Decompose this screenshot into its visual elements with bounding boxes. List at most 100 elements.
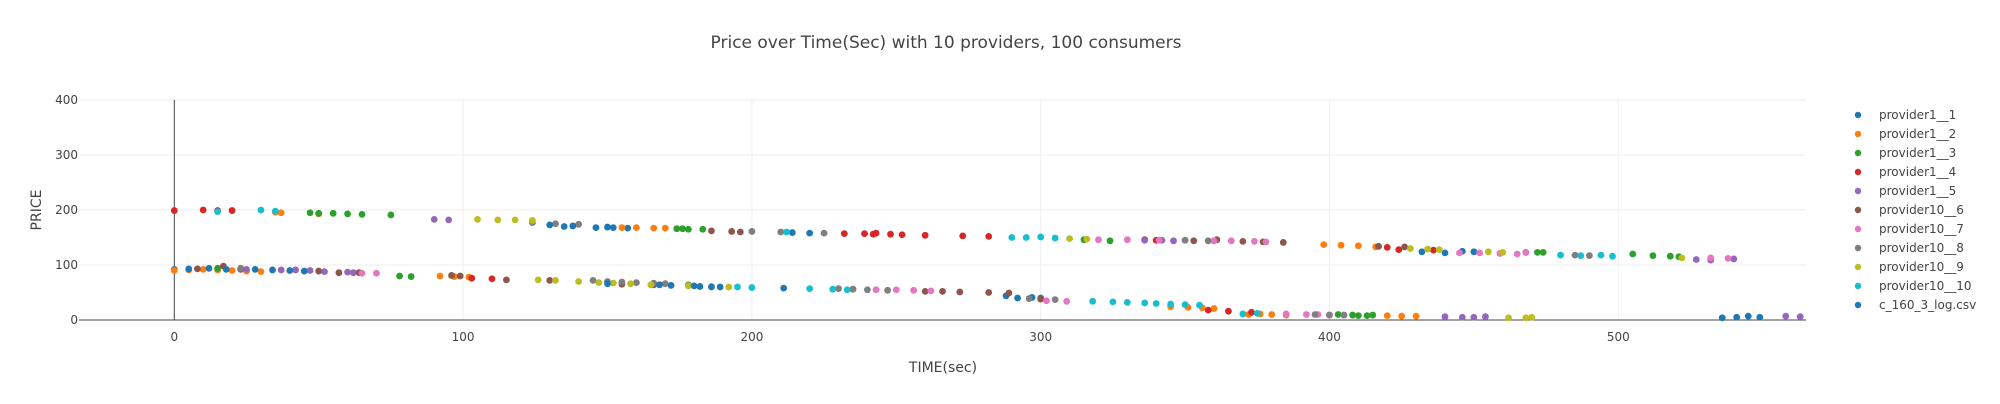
data-point-series-9	[725, 283, 733, 291]
data-point-series-6	[503, 276, 510, 284]
data-point-series-1	[560, 223, 568, 230]
legend-marker	[1854, 149, 1862, 157]
data-point-series-5	[430, 215, 438, 223]
legend-label: provider10__10	[1879, 279, 1972, 293]
data-point-series-6	[448, 272, 455, 279]
data-point-series-8	[748, 228, 756, 235]
data-point-series-6	[1375, 242, 1382, 250]
data-point-series-6	[1190, 237, 1198, 245]
data-point-series-10	[1557, 251, 1564, 259]
data-point-series-1	[1470, 248, 1478, 256]
data-point-series-8	[1204, 237, 1212, 245]
data-point-series-11	[222, 266, 230, 273]
data-point-series-1	[1441, 249, 1449, 257]
y-tick-label: 0	[70, 313, 78, 327]
data-point-series-7	[1250, 237, 1258, 245]
data-point-series-3	[306, 209, 314, 217]
data-point-series-5	[292, 266, 299, 274]
data-point-series-4	[887, 230, 894, 238]
data-point-series-3	[1666, 252, 1674, 260]
data-point-series-6	[546, 277, 554, 284]
data-points	[170, 206, 1804, 322]
data-point-series-11	[690, 282, 698, 290]
data-point-series-10	[1577, 252, 1585, 260]
data-point-series-9	[1505, 314, 1512, 322]
data-point-series-3	[344, 210, 351, 218]
data-point-series-10	[1123, 299, 1131, 306]
data-point-series-6	[736, 228, 744, 236]
data-point-series-11	[708, 283, 715, 291]
data-point-series-5	[1441, 313, 1449, 321]
data-point-series-9	[609, 279, 617, 287]
data-point-series-7	[1302, 311, 1310, 318]
data-point-series-2	[650, 224, 658, 232]
data-point-series-8	[237, 264, 245, 272]
data-point-series-1	[1014, 294, 1021, 302]
data-point-series-3	[1369, 311, 1377, 319]
data-point-series-10	[1196, 301, 1203, 309]
data-point-series-4	[468, 274, 476, 282]
x-tick-label: 300	[1029, 330, 1052, 344]
data-point-series-8	[661, 280, 669, 288]
legend-label: provider10__7	[1879, 222, 1964, 236]
data-point-series-8	[1326, 311, 1333, 319]
data-point-series-10	[1167, 300, 1175, 308]
data-point-series-7	[1210, 237, 1218, 245]
data-point-series-7	[1227, 237, 1235, 245]
data-point-series-6	[1239, 237, 1247, 245]
data-point-series-7	[1282, 310, 1290, 318]
data-point-series-4	[1430, 246, 1437, 254]
legend: provider1__1 provider1__2 provider1__3prov…	[1854, 108, 1976, 312]
legend-marker	[1854, 206, 1862, 214]
legend-marker	[1854, 244, 1862, 252]
data-point-series-3	[684, 225, 692, 233]
data-point-series-4	[840, 230, 848, 238]
data-point-series-11	[716, 283, 724, 291]
data-point-series-6	[708, 227, 715, 235]
data-point-series-9	[1528, 313, 1536, 321]
data-point-series-7	[910, 286, 918, 294]
data-point-series-7	[927, 287, 935, 295]
data-point-series-3	[407, 273, 415, 280]
data-point-series-8	[618, 278, 626, 286]
data-point-series-5	[445, 216, 453, 224]
data-point-series-6	[939, 288, 946, 295]
data-point-series-1	[1744, 312, 1752, 320]
data-point-series-6	[335, 269, 343, 277]
data-point-series-4	[1383, 244, 1391, 251]
data-point-series-8	[777, 228, 785, 236]
legend-label: provider10__6	[1879, 203, 1964, 217]
data-point-series-8	[1586, 252, 1593, 260]
data-point-series-11	[269, 266, 276, 274]
x-tick-label: 0	[170, 330, 178, 344]
data-point-series-2	[228, 267, 236, 274]
data-point-series-10	[1597, 251, 1605, 259]
data-point-series-6	[1005, 289, 1013, 297]
data-point-series-10	[1141, 299, 1149, 307]
data-point-series-8	[849, 285, 857, 293]
data-point-series-1	[788, 229, 796, 236]
data-point-series-8	[820, 229, 828, 237]
data-point-series-11	[696, 283, 704, 290]
chart-title: Price over Time(Sec) with 10 providers, …	[711, 33, 1182, 53]
legend-label: c_160_3_log.csv	[1879, 298, 1976, 312]
data-point-series-4	[898, 231, 906, 239]
data-point-series-2	[618, 224, 626, 232]
data-point-series-10	[1181, 301, 1189, 308]
data-point-series-10	[214, 208, 222, 216]
data-point-series-7	[358, 269, 366, 277]
x-tick-label: 500	[1607, 330, 1630, 344]
y-axis-label: PRICE	[29, 190, 45, 231]
data-point-series-7	[1155, 236, 1163, 244]
data-point-series-9	[647, 281, 655, 289]
data-point-series-5	[1458, 313, 1466, 321]
data-point-series-5	[1692, 256, 1700, 263]
data-point-series-7	[1262, 238, 1270, 246]
data-point-series-2	[277, 209, 285, 217]
data-point-series-3	[315, 209, 323, 217]
data-point-series-7	[1724, 255, 1732, 262]
data-point-series-9	[494, 216, 502, 224]
y-tick-label: 200	[55, 203, 78, 217]
